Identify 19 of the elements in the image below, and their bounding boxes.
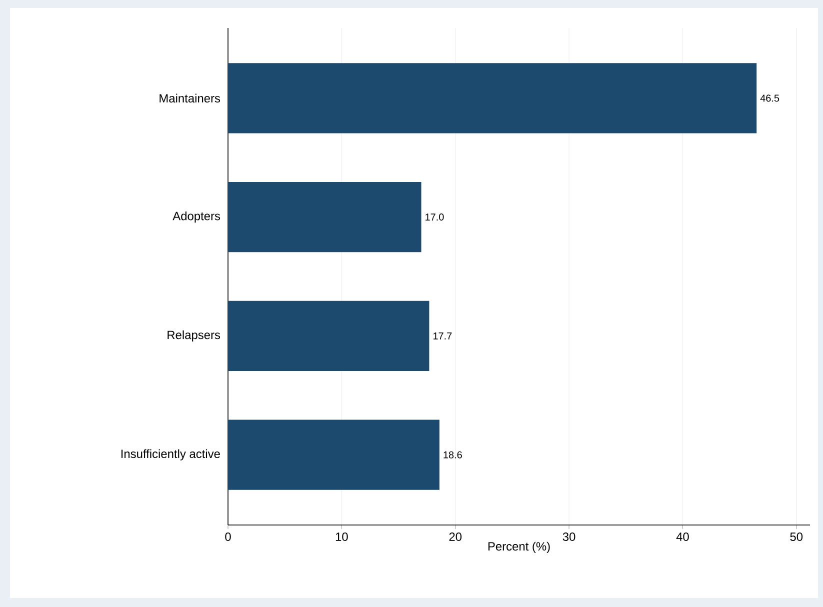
x-tick-label: 20 [449,532,462,541]
bar [228,182,422,252]
y-tick-label: Insufficiently active [121,449,220,460]
bar [228,300,430,372]
data-label: 17.7 [433,332,452,340]
data-label: 17.0 [426,214,444,221]
x-tick-label: 10 [336,532,348,541]
x-axis-title: Percent (%) [488,542,550,553]
data-label: 18.6 [444,451,462,458]
x-tick-label: 50 [790,532,803,541]
y-tick-label: Maintainers [160,94,220,103]
data-label: 46.5 [760,94,780,102]
x-tick-label: 30 [562,532,576,541]
x-tick-label: 0 [225,532,231,541]
bar [228,420,440,490]
y-tick-label: Adopters [172,211,220,223]
x-tick-label: 40 [676,532,689,541]
bar [228,63,757,134]
y-tick-label: Relapsers [168,330,220,342]
